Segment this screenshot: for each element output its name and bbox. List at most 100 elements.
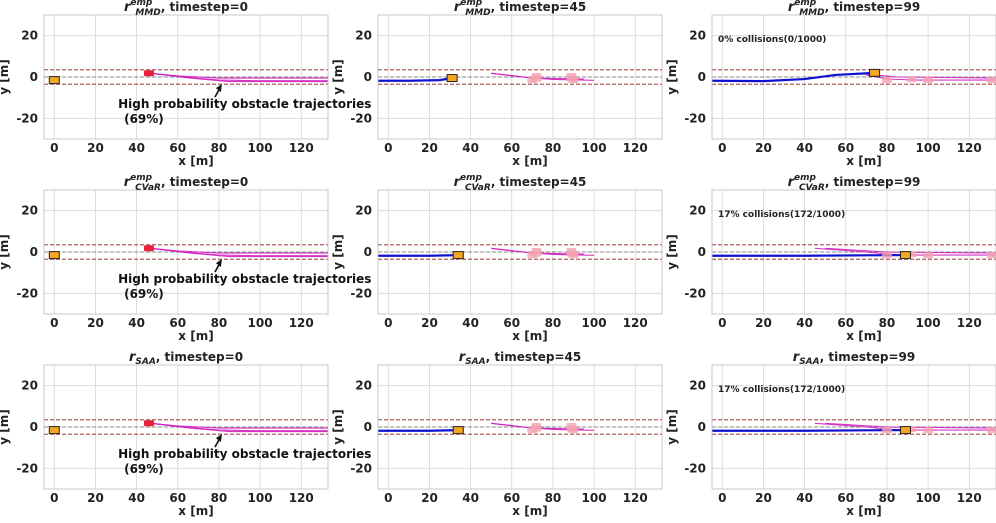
x-tick-label: 80 <box>545 316 562 330</box>
y-tick-label: -20 <box>684 111 706 125</box>
x-tick-label: 60 <box>837 491 854 505</box>
x-tick-label: 80 <box>545 141 562 155</box>
obstacle-marker <box>906 76 917 83</box>
x-tick-label: 0 <box>50 316 58 330</box>
ego-trajectory <box>712 429 906 432</box>
x-tick-label: 40 <box>128 491 145 505</box>
ego-vehicle <box>899 426 911 435</box>
y-tick-label: 20 <box>689 29 706 43</box>
obstacle-trajectory <box>814 422 996 431</box>
x-tick-label: 120 <box>623 491 648 505</box>
y-tick-label: 0 <box>30 420 38 434</box>
y-tick-label: -20 <box>350 111 372 125</box>
plot-area <box>378 69 662 85</box>
subplot-3: 0 20 40 60 80 100 120 20 0 -20 x [m] y [m] remp MMD, … <box>665 0 996 168</box>
x-tick-label: 60 <box>837 316 854 330</box>
obstacle-marker <box>986 252 996 259</box>
x-tick-label: 120 <box>957 316 982 330</box>
annotation-text: High probability obstacle trajectories <box>118 97 371 111</box>
subplot-title: remp MMD, timestep=0 <box>124 0 248 18</box>
obstacle-marker <box>986 427 996 434</box>
x-tick-label: 40 <box>462 141 479 155</box>
axes-frame <box>377 14 663 140</box>
axes-frame <box>43 14 329 140</box>
y-axis-label: y [m] <box>665 234 679 269</box>
subplot-8: 0 20 40 60 80 100 120 20 0 -20 x [m] y [m] rSAA, tim… <box>331 350 663 518</box>
x-tick-label: 80 <box>211 141 228 155</box>
x-axis-label: x [m] <box>512 329 547 343</box>
y-tick-label: 0 <box>698 245 706 259</box>
x-tick-label: 40 <box>128 141 145 155</box>
y-tick-label: 20 <box>21 379 38 393</box>
subplot-title: rSAA, timestep=0 <box>129 350 243 367</box>
subplot-5: 0 20 40 60 80 100 120 20 0 -20 x [m] y [m] remp CVaR,… <box>331 173 663 343</box>
x-tick-label: 20 <box>421 316 438 330</box>
x-tick-label: 20 <box>87 316 104 330</box>
ego-vehicle <box>48 251 60 260</box>
x-tick-label: 80 <box>211 491 228 505</box>
ego-trajectory <box>712 254 906 257</box>
x-tick-label: 20 <box>87 491 104 505</box>
obstacle-marker <box>881 252 892 259</box>
plot-area <box>712 419 996 435</box>
x-tick-label: 120 <box>289 491 314 505</box>
subplot-title: remp CVaR, timestep=0 <box>124 173 248 193</box>
y-axis-label: y [m] <box>665 409 679 444</box>
y-tick-label: 20 <box>355 204 372 218</box>
y-tick-label: -20 <box>16 461 38 475</box>
obstacle-marker <box>568 77 579 84</box>
obstacle-trajectory <box>825 422 996 429</box>
subplot-7: 0 20 40 60 80 100 120 20 0 -20 x [m] y [m] rSAA, tim… <box>0 350 371 518</box>
x-axis-label: x [m] <box>178 504 213 518</box>
y-tick-label: 20 <box>21 29 38 43</box>
subplot-2: 0 20 40 60 80 100 120 20 0 -20 x [m] y [m] remp MMD, … <box>331 0 663 168</box>
y-axis-label: y [m] <box>331 409 345 444</box>
y-tick-label: -20 <box>684 286 706 300</box>
ego-vehicle <box>869 68 881 77</box>
y-axis-label: y [m] <box>331 234 345 269</box>
subplot-title: remp MMD, timestep=45 <box>454 0 586 18</box>
ego-trajectory <box>378 254 459 257</box>
x-tick-label: 40 <box>796 491 813 505</box>
subplot-title: remp CVaR, timestep=45 <box>454 173 587 193</box>
x-tick-label: 100 <box>582 316 607 330</box>
annotation-arrowhead <box>215 84 222 93</box>
subplot-title: remp MMD, timestep=99 <box>788 0 920 18</box>
x-tick-label: 80 <box>879 141 896 155</box>
obstacle-marker <box>527 427 538 434</box>
x-tick-label: 60 <box>503 491 520 505</box>
x-tick-label: 0 <box>384 316 392 330</box>
collision-rate-text: 17% collisions(172/1000) <box>718 385 845 395</box>
y-tick-label: 0 <box>30 245 38 259</box>
plot-area <box>378 244 662 260</box>
x-axis-label: x [m] <box>512 504 547 518</box>
x-tick-label: 0 <box>718 316 726 330</box>
y-tick-label: -20 <box>684 461 706 475</box>
obstacle-marker <box>143 70 154 77</box>
x-tick-label: 100 <box>248 141 273 155</box>
y-tick-label: -20 <box>350 286 372 300</box>
y-axis-label: y [m] <box>0 234 11 269</box>
x-axis-label: x [m] <box>178 154 213 168</box>
x-tick-label: 100 <box>582 491 607 505</box>
x-tick-label: 60 <box>169 141 186 155</box>
subplot-4: 0 20 40 60 80 100 120 20 0 -20 x [m] y [m] rempCVaR,… <box>0 173 371 343</box>
y-tick-label: -20 <box>16 111 38 125</box>
x-tick-label: 60 <box>837 141 854 155</box>
x-tick-label: 80 <box>211 316 228 330</box>
y-tick-label: -20 <box>16 286 38 300</box>
x-axis-label: x [m] <box>846 154 881 168</box>
x-tick-label: 100 <box>248 316 273 330</box>
obstacle-marker <box>881 427 892 434</box>
y-tick-label: 0 <box>364 70 372 84</box>
collision-rate-text: 0% collisions(0/1000) <box>718 35 826 45</box>
ego-vehicle <box>452 426 464 435</box>
x-tick-label: 120 <box>289 316 314 330</box>
ego-vehicle <box>452 251 464 260</box>
x-tick-label: 100 <box>916 316 941 330</box>
obstacle-trajectory <box>866 74 996 81</box>
x-tick-label: 40 <box>796 316 813 330</box>
y-tick-label: 0 <box>364 420 372 434</box>
obstacle-trajectory <box>150 72 328 83</box>
